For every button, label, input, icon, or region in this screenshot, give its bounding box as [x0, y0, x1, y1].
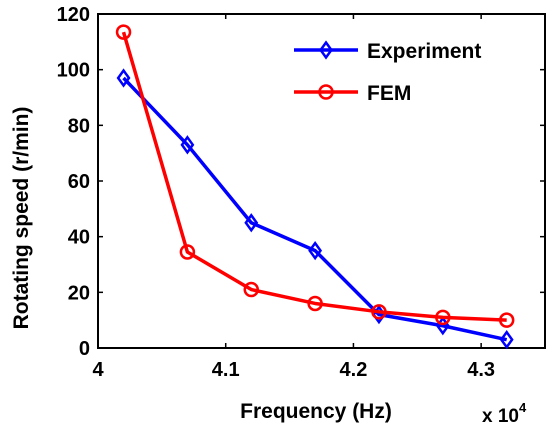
- data-point-fem: [307, 295, 323, 312]
- x-tick-label: 4: [92, 359, 104, 381]
- x-axis-multiplier: x 104: [482, 400, 527, 427]
- data-point-fem: [435, 309, 451, 326]
- x-tick-label: 4.1: [212, 359, 240, 381]
- data-point-experiment: [499, 330, 514, 350]
- x-tick-label: 4.3: [467, 359, 495, 381]
- y-axis-label: Rotating speed (r/min): [10, 107, 33, 330]
- data-point-fem: [179, 244, 196, 260]
- data-point-fem: [115, 24, 132, 40]
- y-tick-label: 120: [57, 4, 90, 26]
- x-axis-multiplier-base: x 10: [482, 406, 519, 427]
- legend-marker-fem: [318, 84, 334, 100]
- series-fem: [115, 24, 515, 328]
- series-line-experiment: [122, 76, 508, 342]
- legend-entry-experiment: Experiment: [294, 40, 481, 63]
- x-axis-ticks: 4 4.1 4.2 4.3: [92, 14, 495, 381]
- data-point-fem: [371, 304, 387, 320]
- data-point-experiment: [244, 213, 259, 233]
- series-layer: [115, 24, 515, 350]
- legend-label-experiment: Experiment: [367, 40, 481, 63]
- data-point-fem: [498, 312, 515, 328]
- legend-marker-experiment: [319, 40, 333, 60]
- data-point-experiment: [116, 68, 131, 88]
- x-axis-multiplier-exponent: 4: [519, 400, 527, 415]
- series-line-fem: [121, 31, 507, 322]
- y-tick-label: 0: [79, 338, 90, 360]
- x-tick-label: 4.2: [340, 359, 368, 381]
- y-tick-label: 80: [68, 115, 90, 137]
- legend: Experiment FEM: [286, 22, 531, 114]
- y-axis-ticks: 0 20 40 60 80 100 120: [57, 4, 545, 360]
- data-point-experiment: [180, 135, 195, 155]
- legend-label-fem: FEM: [367, 82, 411, 105]
- y-tick-label: 60: [68, 171, 90, 193]
- data-point-experiment: [308, 240, 323, 261]
- series-experiment: [116, 68, 514, 350]
- y-tick-label: 20: [68, 282, 90, 304]
- y-tick-label: 40: [68, 227, 90, 249]
- svg-text:x 104: x 104: [482, 400, 527, 427]
- y-tick-label: 100: [57, 60, 90, 82]
- legend-entry-fem: FEM: [294, 82, 411, 105]
- data-point-fem: [243, 281, 260, 298]
- x-axis-label: Frequency (Hz): [240, 400, 392, 423]
